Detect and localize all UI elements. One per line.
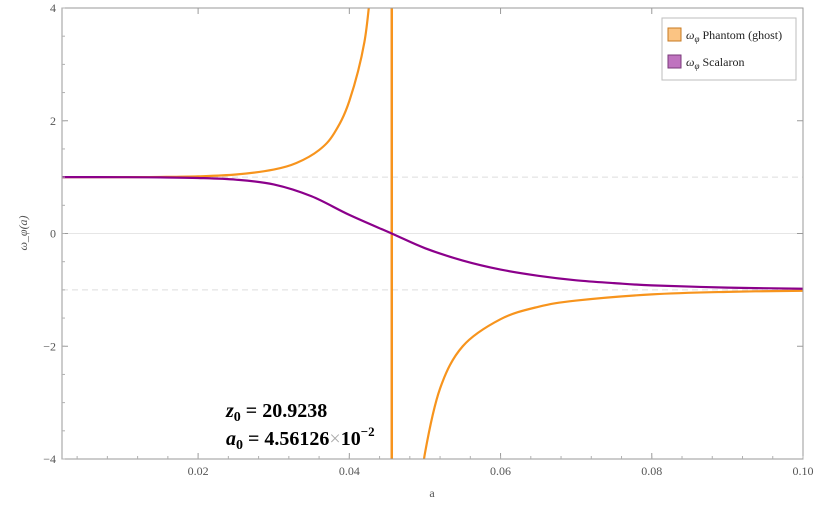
x-tick-label: 0.04 <box>339 464 360 478</box>
x-tick-label: 0.08 <box>641 464 662 478</box>
ticks-layer: 0.02 0.04 0.06 0.08 0.10 4 2 0 −2 −4 <box>43 1 813 478</box>
svg-text:z0 = 20.9238: z0 = 20.9238 <box>225 400 327 425</box>
y-tick-label: −4 <box>43 452 56 466</box>
scalaron-series-line <box>62 176 803 290</box>
phantom-series-line <box>422 289 803 459</box>
legend-swatch-scalaron <box>667 54 682 69</box>
legend-symbol: ω <box>686 28 694 42</box>
legend-subscript: φ <box>694 34 699 44</box>
y-axis-label-text: ω_φ(a) <box>16 215 30 250</box>
legend-symbol: ω <box>686 55 694 69</box>
x-tick-label: 0.02 <box>188 464 209 478</box>
svg-text:ωφ Phantom (ghost): ωφ Phantom (ghost) <box>686 28 782 44</box>
annotation-z0: z0 = 20.9238 <box>225 400 327 425</box>
legend-box <box>661 17 797 81</box>
legend-label-scalaron: Scalaron <box>702 55 744 69</box>
series-layer <box>62 8 803 459</box>
annotation-a0: a0 = 4.56126×10−2 <box>226 424 375 453</box>
x-tick-label: 0.06 <box>490 464 511 478</box>
legend-label-phantom: Phantom (ghost) <box>702 28 782 42</box>
legend-swatch-phantom <box>667 27 682 42</box>
svg-text:ωφ Scalaron: ωφ Scalaron <box>686 55 744 71</box>
svg-text:ω_φ(a): ω_φ(a) <box>16 215 30 250</box>
x-axis-label: a <box>429 486 435 500</box>
svg-text:a0 = 4.56126×10−2: a0 = 4.56126×10−2 <box>226 424 375 453</box>
y-tick-label: 2 <box>50 114 56 128</box>
y-tick-label: 0 <box>50 227 56 241</box>
y-axis-label: ω_φ(a) <box>16 215 30 250</box>
y-tick-label: −2 <box>43 339 56 353</box>
y-tick-label: 4 <box>50 1 56 15</box>
x-tick-label: 0.10 <box>793 464 814 478</box>
legend-subscript: φ <box>694 61 699 71</box>
legend: ωφ Phantom (ghost) ωφ Scalaron <box>661 17 797 81</box>
